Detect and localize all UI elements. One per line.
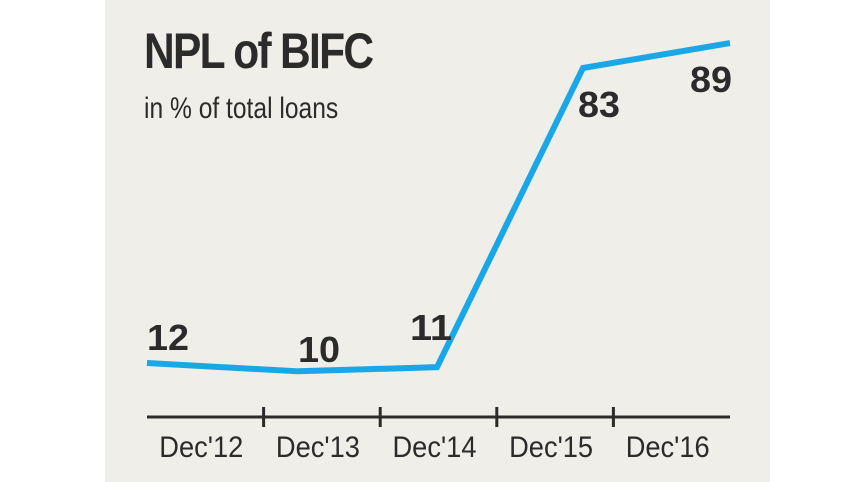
x-tick-label: Dec'15 <box>509 431 593 464</box>
data-line <box>146 40 731 375</box>
chart-title: NPL of BIFC <box>144 23 374 79</box>
x-tick-label: Dec'14 <box>393 431 477 464</box>
data-label: 10 <box>298 329 340 370</box>
x-tick-label: Dec'12 <box>159 431 243 464</box>
chart-subtitle: in % of total loans <box>144 92 339 125</box>
data-label: 83 <box>578 84 620 125</box>
data-label: 12 <box>147 317 189 358</box>
x-tick-label: Dec'13 <box>276 431 360 464</box>
chart-background <box>105 0 770 482</box>
data-label: 11 <box>410 307 452 348</box>
data-label: 89 <box>690 59 732 100</box>
x-tick-label: Dec'16 <box>626 431 710 464</box>
